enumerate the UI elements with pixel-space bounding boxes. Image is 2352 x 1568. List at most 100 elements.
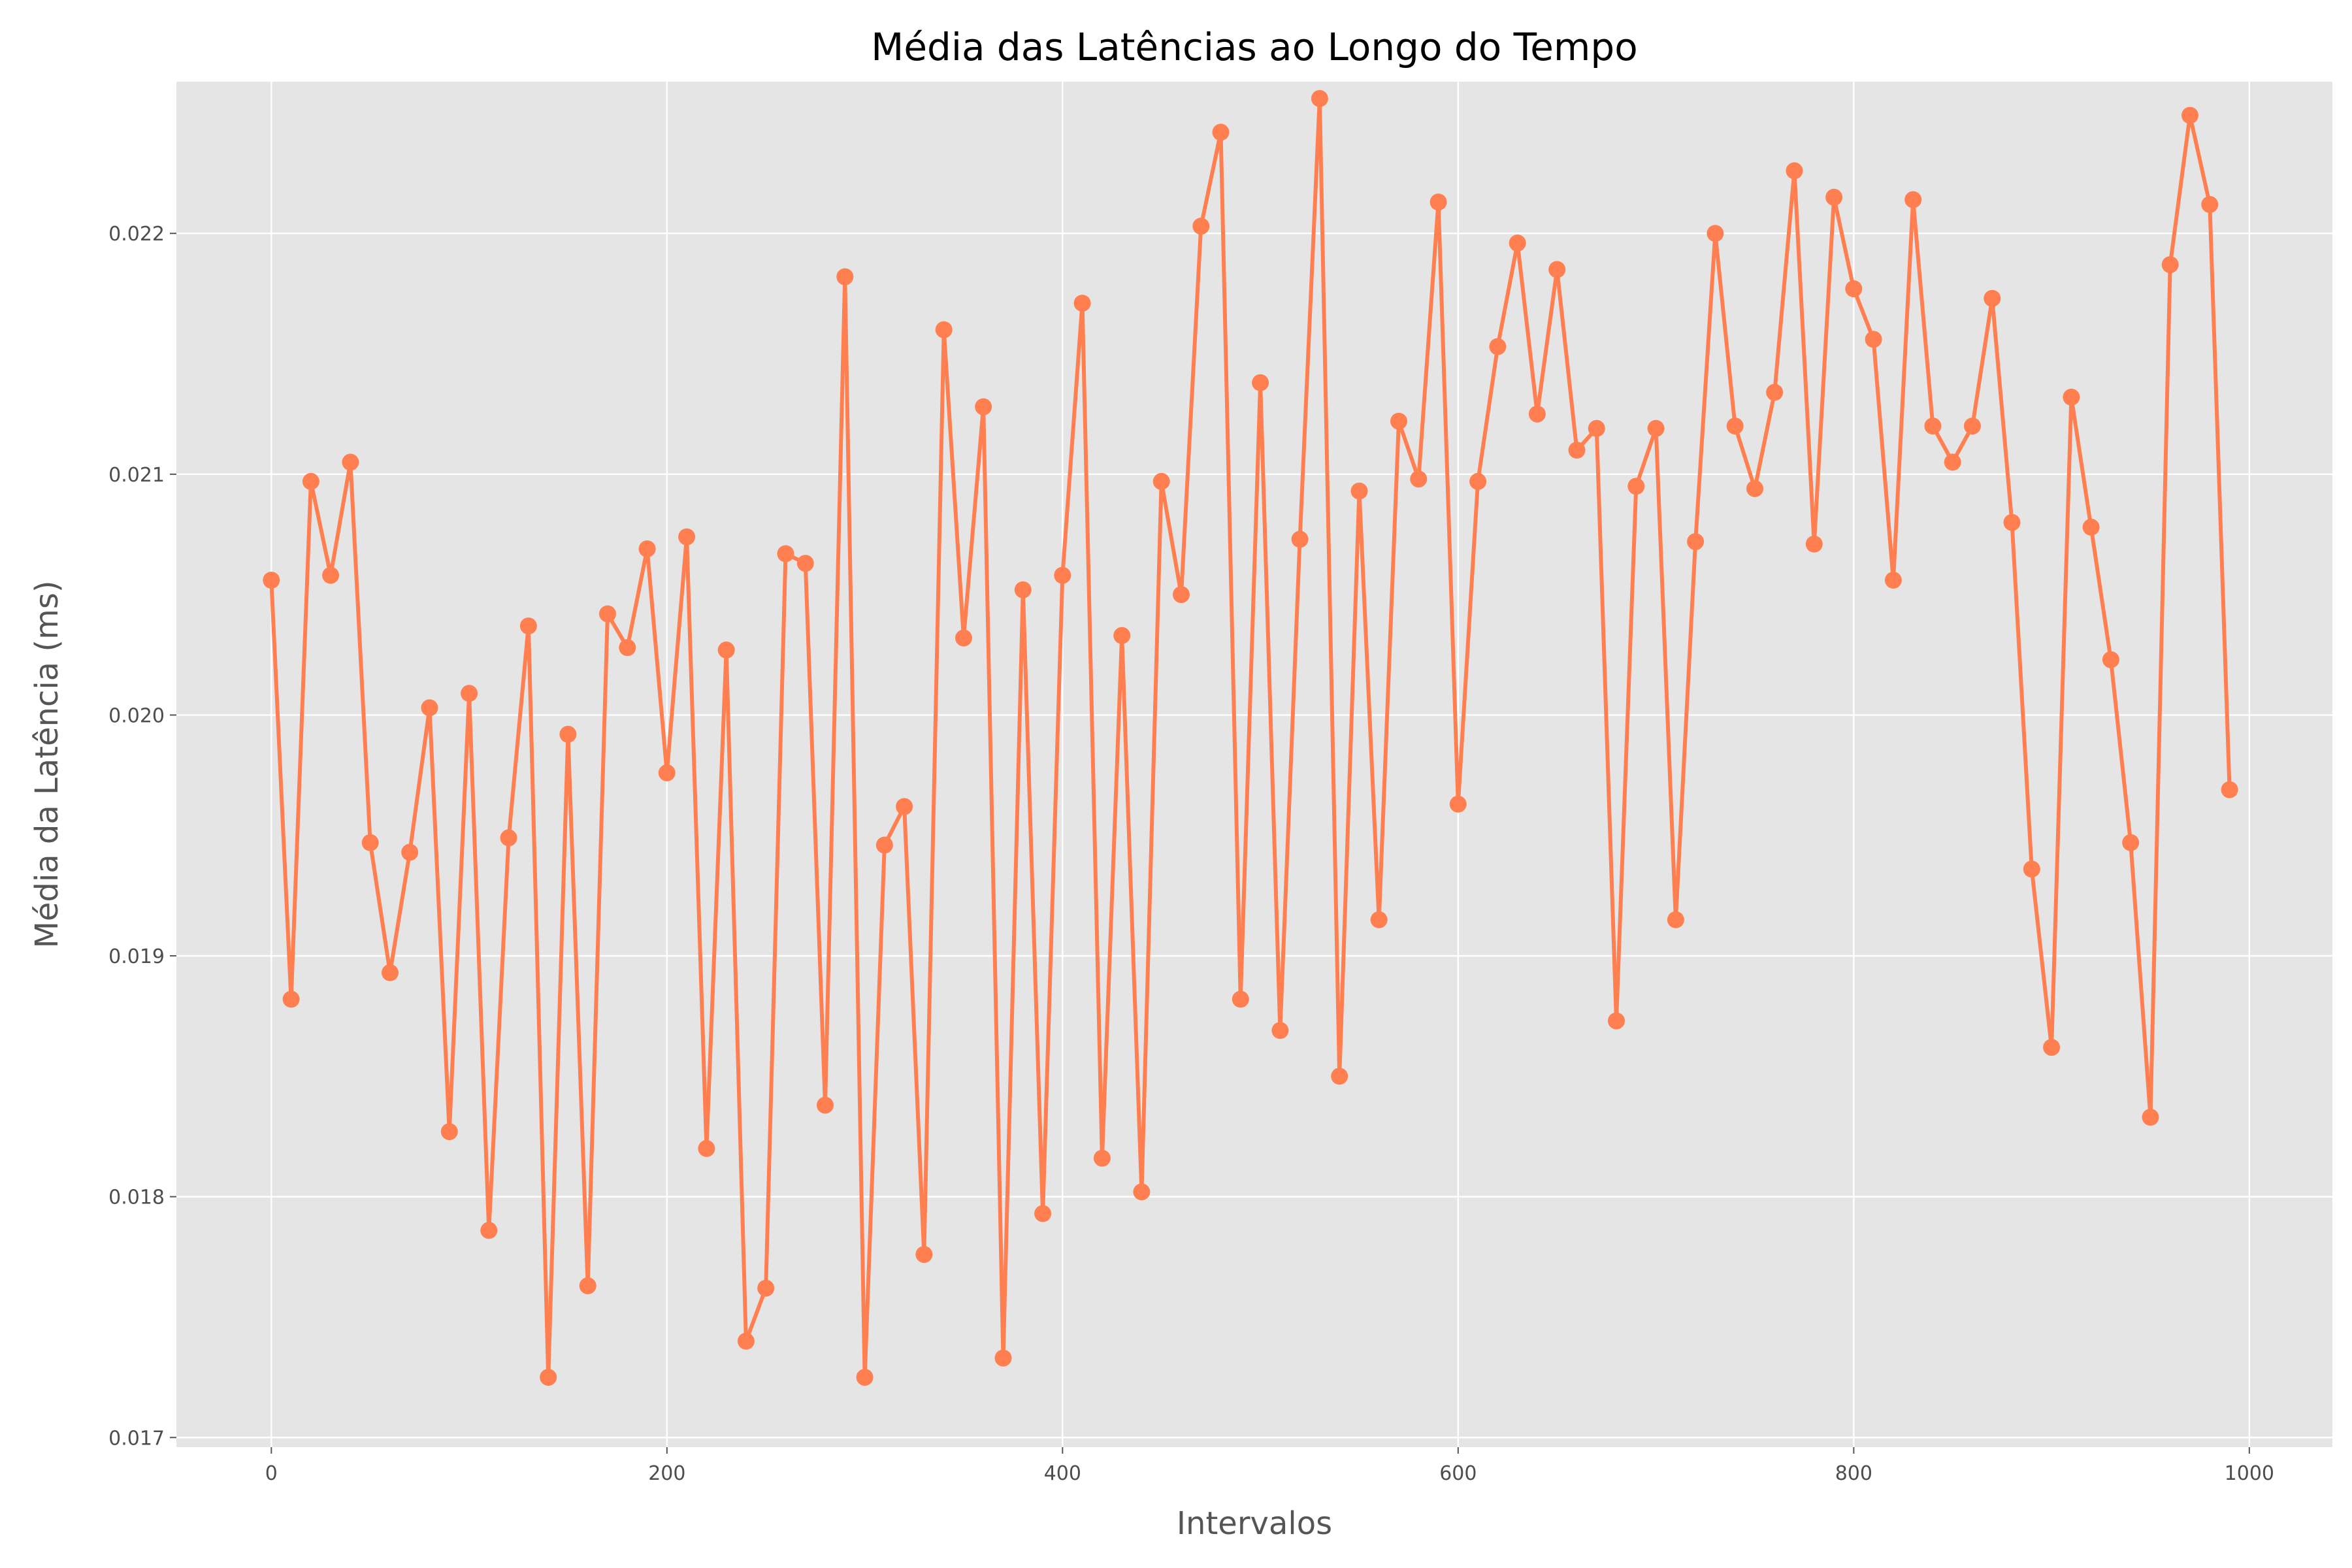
data-point <box>658 764 676 781</box>
data-point <box>382 964 399 981</box>
data-point <box>1528 405 1546 423</box>
y-tick-label: 0.021 <box>108 464 165 487</box>
y-tick-label: 0.020 <box>108 704 165 727</box>
data-point <box>2142 1109 2159 1126</box>
series-layer <box>263 90 2238 1386</box>
data-point <box>1173 586 1190 604</box>
x-tick-label: 0 <box>265 1462 278 1485</box>
data-point <box>1449 795 1467 813</box>
data-point <box>1548 261 1566 278</box>
data-point <box>2003 514 2021 531</box>
data-point <box>1410 470 1428 488</box>
data-point <box>757 1279 775 1297</box>
data-point <box>1608 1012 1625 1030</box>
data-point <box>915 1246 933 1264</box>
data-point <box>875 836 893 854</box>
data-point <box>638 540 656 558</box>
data-point <box>461 685 478 702</box>
data-point <box>440 1123 458 1141</box>
y-tick-label: 0.022 <box>108 223 165 246</box>
data-point <box>342 453 359 471</box>
tick-labels: 0 200 400 600 800 1000 0.017 0.018 0.019 0.020 0.0… <box>108 223 2274 1485</box>
data-point <box>698 1139 715 1157</box>
y-tick-label: 0.017 <box>108 1427 165 1450</box>
x-tick-label: 200 <box>648 1462 685 1485</box>
data-point <box>263 572 280 589</box>
data-point <box>282 990 300 1008</box>
x-axis-title: Intervalos <box>1177 1505 1332 1542</box>
y-axis-title: Média da Latência (ms) <box>29 580 65 948</box>
data-point <box>2161 256 2179 274</box>
data-point <box>1311 90 1328 107</box>
data-point <box>540 1369 557 1386</box>
data-point <box>1766 384 1784 401</box>
data-point <box>480 1222 498 1239</box>
data-point <box>1489 338 1507 355</box>
data-point <box>1331 1068 1348 1085</box>
data-point <box>2043 1039 2061 1056</box>
data-point <box>2102 651 2119 668</box>
data-point <box>1271 1022 1289 1039</box>
data-point <box>2201 196 2219 213</box>
data-point <box>1350 482 1368 500</box>
data-point <box>1568 442 1586 459</box>
data-point <box>1291 531 1309 548</box>
data-point <box>2082 518 2100 536</box>
data-point <box>1212 123 1230 141</box>
data-point <box>678 528 696 546</box>
data-point <box>1904 191 1922 208</box>
data-point <box>401 843 419 861</box>
data-point <box>322 566 340 584</box>
data-point <box>777 545 794 563</box>
data-point <box>1845 280 1863 297</box>
data-point <box>361 834 379 851</box>
data-point <box>1192 218 1210 235</box>
data-point <box>1588 419 1605 437</box>
series-line <box>269 96 2232 1380</box>
data-point <box>500 829 517 847</box>
data-point <box>1786 162 1803 180</box>
data-point <box>1746 480 1763 497</box>
data-point <box>1687 533 1705 550</box>
data-point <box>2122 834 2140 851</box>
data-point <box>1865 331 1882 348</box>
data-point <box>817 1096 834 1114</box>
data-point <box>1647 419 1665 437</box>
data-point <box>796 555 814 572</box>
data-point <box>1884 572 1902 589</box>
data-point <box>599 605 616 623</box>
data-point <box>2181 106 2198 124</box>
data-point <box>1964 417 1981 435</box>
data-point <box>619 639 636 657</box>
data-point <box>1667 911 1684 928</box>
y-tick-label: 0.018 <box>108 1186 165 1209</box>
data-point <box>994 1349 1012 1367</box>
data-point <box>1093 1149 1111 1167</box>
data-point <box>421 699 438 717</box>
chart-title: Média das Latências ao Longo do Tempo <box>871 25 1637 69</box>
data-point <box>1924 417 1942 435</box>
data-point <box>955 629 972 647</box>
data-point <box>856 1369 874 1386</box>
data-point <box>1034 1205 1052 1222</box>
x-tick-label: 1000 <box>2225 1462 2274 1485</box>
data-point <box>1390 412 1407 430</box>
data-point <box>1252 374 1269 391</box>
data-point <box>2023 860 2040 878</box>
data-point <box>302 472 319 490</box>
data-point <box>737 1332 755 1350</box>
data-point <box>1509 235 1526 252</box>
data-point <box>559 725 577 743</box>
data-point <box>1805 535 1823 553</box>
data-point <box>1984 289 2001 307</box>
data-point <box>717 641 735 659</box>
data-point <box>1370 911 1388 928</box>
data-point <box>1152 472 1170 490</box>
data-point <box>2221 781 2238 798</box>
data-point <box>935 321 953 338</box>
data-point <box>836 268 854 286</box>
x-tick-label: 600 <box>1439 1462 1477 1485</box>
data-point <box>1825 188 1843 206</box>
